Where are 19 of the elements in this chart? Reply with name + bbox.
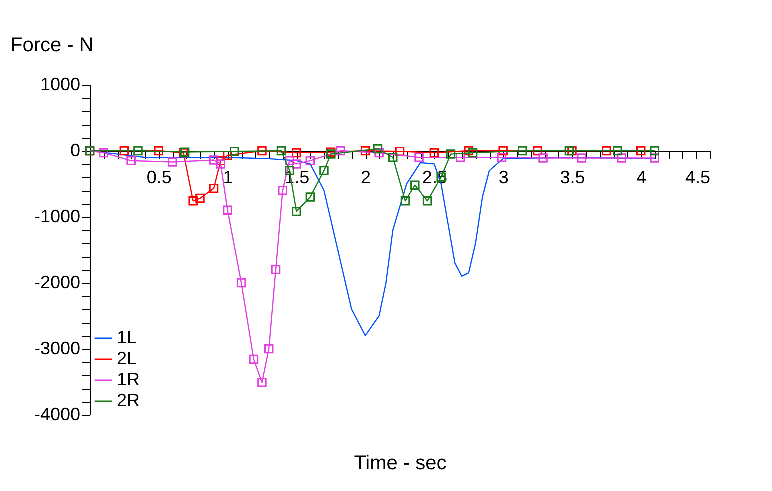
y-tick-label: -2000	[34, 272, 80, 292]
y-tick-label: 0	[70, 140, 80, 160]
y-tick-label: -4000	[34, 404, 80, 424]
legend-label: 1L	[117, 328, 138, 348]
x-tick-label: 0.5	[146, 168, 172, 188]
y-tick-label: -3000	[34, 338, 80, 358]
x-tick-label: 4	[636, 168, 647, 188]
y-axis-title: Force - N	[10, 34, 94, 56]
y-tick-label: -1000	[34, 206, 80, 226]
legend-label: 2R	[117, 390, 140, 410]
legend-label: 1R	[117, 370, 140, 390]
x-tick-label: 3	[498, 168, 509, 188]
x-axis-title: Time - sec	[354, 452, 447, 474]
y-tick-label: 1000	[40, 74, 80, 94]
legend-label: 2L	[117, 348, 138, 368]
x-tick-label: 3.5	[560, 168, 586, 188]
x-tick-label: 2	[361, 168, 372, 188]
x-tick-label: 1	[223, 168, 234, 188]
x-tick-label: 4.5	[685, 168, 710, 188]
